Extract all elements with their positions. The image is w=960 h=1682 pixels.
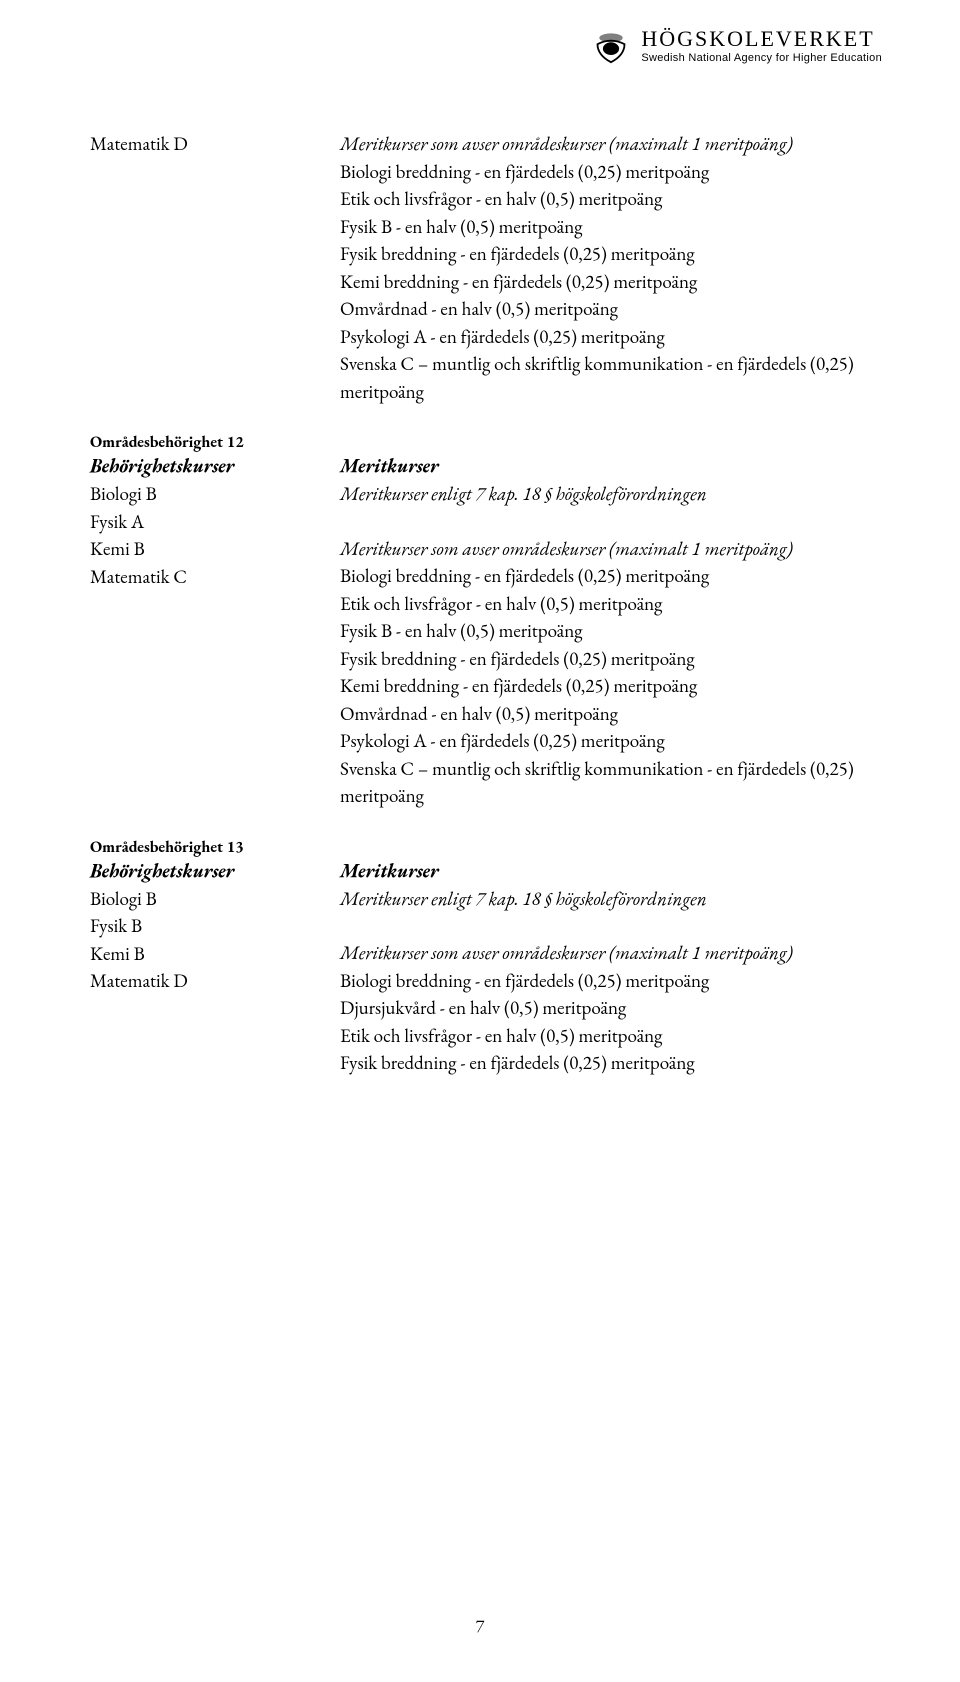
s13-line-0: Biologi breddning - en fjärdedels (0,25)… [340, 967, 870, 995]
top-left-label: Matematik D [90, 130, 340, 158]
s12-line-1: Etik och livsfrågor - en halv (0,5) meri… [340, 590, 870, 618]
section-13-title: Områdesbehörighet 13 [90, 836, 870, 857]
s12-line-7: Svenska C – muntlig och skriftlig kommun… [340, 755, 870, 810]
s12-right-label: Meritkurser [340, 452, 870, 480]
s12-course-1: Fysik A [90, 508, 340, 536]
top-line-1: Etik och livsfrågor - en halv (0,5) meri… [340, 185, 870, 213]
top-line-6: Psykologi A - en fjärdedels (0,25) merit… [340, 323, 870, 351]
header-logo: HÖGSKOLEVERKET Swedish National Agency f… [593, 28, 882, 64]
s12-course-0: Biologi B [90, 480, 340, 508]
s12-line-6: Psykologi A - en fjärdedels (0,25) merit… [340, 727, 870, 755]
s13-line-1: Djursjukvård - en halv (0,5) meritpoäng [340, 994, 870, 1022]
s12-left-label: Behörighetskurser [90, 452, 340, 480]
s12-course-3: Matematik C [90, 563, 340, 591]
top-block-heading: Meritkurser som avser områdeskurser (max… [340, 130, 870, 158]
s12-course-2: Kemi B [90, 535, 340, 563]
s13-right-line: Meritkurser enligt 7 kap. 18 § högskolef… [340, 885, 870, 913]
s13-block-heading: Meritkurser som avser områdeskurser (max… [340, 939, 870, 967]
top-line-3: Fysik breddning - en fjärdedels (0,25) m… [340, 240, 870, 268]
logo-line2: Swedish National Agency for Higher Educa… [641, 53, 882, 64]
top-line-4: Kemi breddning - en fjärdedels (0,25) me… [340, 268, 870, 296]
top-line-2: Fysik B - en halv (0,5) meritpoäng [340, 213, 870, 241]
section-12-title: Områdesbehörighet 12 [90, 431, 870, 452]
top-line-7: Svenska C – muntlig och skriftlig kommun… [340, 350, 870, 405]
s13-course-2: Kemi B [90, 940, 340, 968]
s13-right-label: Meritkurser [340, 857, 870, 885]
s13-left-label: Behörighetskurser [90, 857, 340, 885]
agency-logo-text: HÖGSKOLEVERKET Swedish National Agency f… [641, 28, 882, 64]
s13-course-1: Fysik B [90, 912, 340, 940]
s12-line-3: Fysik breddning - en fjärdedels (0,25) m… [340, 645, 870, 673]
top-line-0: Biologi breddning - en fjärdedels (0,25)… [340, 158, 870, 186]
s12-line-2: Fysik B - en halv (0,5) meritpoäng [340, 617, 870, 645]
s13-line-2: Etik och livsfrågor - en halv (0,5) meri… [340, 1022, 870, 1050]
agency-logo-icon [593, 28, 629, 64]
top-line-5: Omvårdnad - en halv (0,5) meritpoäng [340, 295, 870, 323]
s12-line-5: Omvårdnad - en halv (0,5) meritpoäng [340, 700, 870, 728]
page-number: 7 [0, 1615, 960, 1638]
s12-line-4: Kemi breddning - en fjärdedels (0,25) me… [340, 672, 870, 700]
s12-block-heading: Meritkurser som avser områdeskurser (max… [340, 535, 870, 563]
s13-course-0: Biologi B [90, 885, 340, 913]
s12-line-0: Biologi breddning - en fjärdedels (0,25)… [340, 562, 870, 590]
s13-course-3: Matematik D [90, 967, 340, 995]
s13-line-3: Fysik breddning - en fjärdedels (0,25) m… [340, 1049, 870, 1077]
s12-right-line: Meritkurser enligt 7 kap. 18 § högskolef… [340, 480, 870, 508]
logo-line1: HÖGSKOLEVERKET [641, 28, 882, 50]
